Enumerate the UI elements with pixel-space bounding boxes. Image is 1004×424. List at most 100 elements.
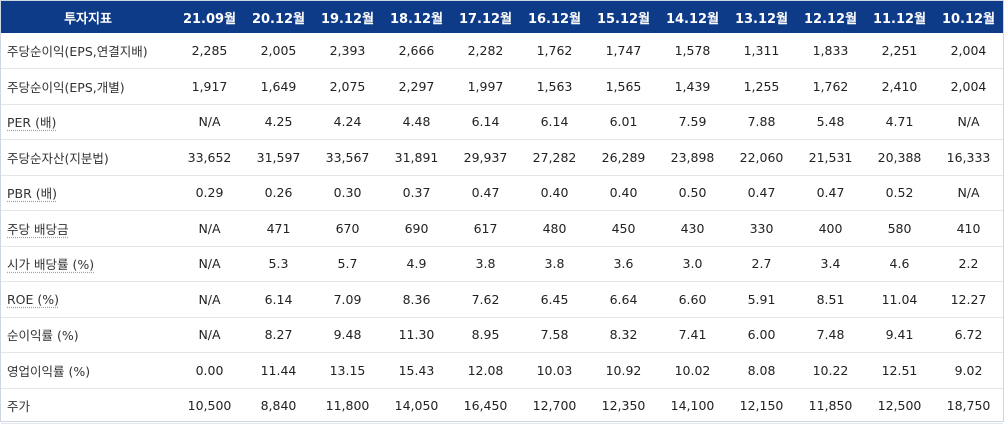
table-cell: 10.02 xyxy=(658,352,727,389)
table-cell: 6.45 xyxy=(520,281,589,318)
table-cell: 23,898 xyxy=(658,139,727,176)
table-row: 주당순이익(EPS,개별) 1,917 1,649 2,075 2,297 1,997 1,… xyxy=(1,68,1003,105)
row-label-text[interactable]: PBR (배) xyxy=(7,186,58,202)
table-cell: 0.40 xyxy=(589,175,658,211)
table-cell: 0.00 xyxy=(175,352,244,389)
header-period: 10.12월 xyxy=(941,11,996,27)
table-cell: 2,285 xyxy=(175,33,244,69)
table-cell: 13.15 xyxy=(313,352,382,389)
row-label: 주가 xyxy=(1,388,175,424)
table-cell: 0.40 xyxy=(520,175,589,211)
row-label-text[interactable]: 주당 배당금 xyxy=(7,221,69,237)
header-period: 20.12월 xyxy=(251,11,306,27)
table-cell: 2.2 xyxy=(934,246,1003,282)
table-cell: 20,388 xyxy=(865,139,934,176)
table-cell: 31,597 xyxy=(244,139,313,176)
table-cell: 670 xyxy=(313,210,382,247)
table-cell: 27,282 xyxy=(520,139,589,176)
table-cell: 617 xyxy=(451,210,520,247)
table-cell: 11.04 xyxy=(865,281,934,318)
table-cell: 1,997 xyxy=(451,68,520,105)
table-cell: 6.00 xyxy=(727,317,796,353)
table-cell: 2,393 xyxy=(313,33,382,69)
row-label: 주당순이익(EPS,연결지배) xyxy=(1,33,175,69)
table-cell: 5.3 xyxy=(244,246,313,282)
table-cell: 1,439 xyxy=(658,68,727,105)
table-cell: 0.37 xyxy=(382,175,451,211)
row-label-text: 주가 xyxy=(7,399,31,415)
table-cell: 7.88 xyxy=(727,104,796,140)
row-label[interactable]: 시가 배당률 (%) xyxy=(1,246,175,282)
header-period: 12.12월 xyxy=(803,11,858,27)
table-cell: 690 xyxy=(382,210,451,247)
header-period: 19.12월 xyxy=(320,11,375,27)
table-cell: 8.95 xyxy=(451,317,520,353)
table-row: 주당 배당금 N/A 471 670 690 617 480 450 430 330 400 580 4… xyxy=(1,210,1003,247)
table-cell: 6.60 xyxy=(658,281,727,318)
table-cell: 6.14 xyxy=(520,104,589,140)
table-cell: 11,800 xyxy=(313,388,382,424)
header-period: 13.12월 xyxy=(734,11,789,27)
table-cell: 2,005 xyxy=(244,33,313,69)
table-cell: N/A xyxy=(175,104,244,140)
table-cell: 11,850 xyxy=(796,388,865,424)
table-cell: 12,500 xyxy=(865,388,934,424)
table-cell: 1,747 xyxy=(589,33,658,69)
table-cell: 33,652 xyxy=(175,139,244,176)
table-cell: 1,578 xyxy=(658,33,727,69)
table-cell: 4.71 xyxy=(865,104,934,140)
table-cell: 2,004 xyxy=(934,33,1003,69)
header-period: 18.12월 xyxy=(389,11,444,27)
table-cell: 16,333 xyxy=(934,139,1003,176)
table-cell: 0.26 xyxy=(244,175,313,211)
row-label[interactable]: PBR (배) xyxy=(1,175,175,211)
table-cell: 3.8 xyxy=(451,246,520,282)
table-row: 주당순자산(지분법) 33,652 31,597 33,567 31,891 29,937… xyxy=(1,139,1003,176)
table-header-row: 투자지표 21.09월 20.12월 19.12월 18.12월 17.12월 16.12월… xyxy=(1,1,1003,33)
row-label[interactable]: PER (배) xyxy=(1,104,175,140)
table-cell: 8.51 xyxy=(796,281,865,318)
row-label-text: 주당순이익(EPS,개별) xyxy=(7,79,125,95)
table-cell: 3.6 xyxy=(589,246,658,282)
row-label[interactable]: 주당 배당금 xyxy=(1,210,175,247)
table-cell: 10.03 xyxy=(520,352,589,389)
table-cell: 0.29 xyxy=(175,175,244,211)
table-row: PER (배) N/A 4.25 4.24 4.48 6.14 6.14 6.01 7.59 7.… xyxy=(1,104,1003,140)
table-cell: 12.27 xyxy=(934,281,1003,318)
table-cell: 0.47 xyxy=(796,175,865,211)
table-cell: 0.50 xyxy=(658,175,727,211)
table-cell: 2,297 xyxy=(382,68,451,105)
table-cell: 0.52 xyxy=(865,175,934,211)
table-cell: 330 xyxy=(727,210,796,247)
table-cell: 7.62 xyxy=(451,281,520,318)
table-cell: 10.22 xyxy=(796,352,865,389)
table-cell: 1,762 xyxy=(796,68,865,105)
table-cell: 6.14 xyxy=(451,104,520,140)
table-cell: 3.0 xyxy=(658,246,727,282)
row-label-text: 주당순이익(EPS,연결지배) xyxy=(7,44,148,59)
table-cell: N/A xyxy=(934,104,1003,140)
table-cell: 2,666 xyxy=(382,33,451,69)
table-cell: 1,311 xyxy=(727,33,796,69)
table-cell: 10.92 xyxy=(589,352,658,389)
table-cell: 4.48 xyxy=(382,104,451,140)
row-label[interactable]: ROE (%) xyxy=(1,281,175,318)
table-cell: 1,565 xyxy=(589,68,658,105)
table-cell: 31,891 xyxy=(382,139,451,176)
table-cell: 14,050 xyxy=(382,388,451,424)
table-cell: 11.44 xyxy=(244,352,313,389)
table-cell: 22,060 xyxy=(727,139,796,176)
table-cell: 12,150 xyxy=(727,388,796,424)
table-cell: 5.91 xyxy=(727,281,796,318)
header-period: 17.12월 xyxy=(458,11,513,27)
row-label-text[interactable]: 시가 배당률 (%) xyxy=(7,257,95,273)
table-cell: 15.43 xyxy=(382,352,451,389)
table-cell: 7.09 xyxy=(313,281,382,318)
table-cell: 10,500 xyxy=(175,388,244,424)
row-label: 주당순자산(지분법) xyxy=(1,139,175,176)
row-label-text[interactable]: PER (배) xyxy=(7,115,57,131)
row-label-text[interactable]: ROE (%) xyxy=(7,291,60,307)
table-cell: 1,833 xyxy=(796,33,865,69)
